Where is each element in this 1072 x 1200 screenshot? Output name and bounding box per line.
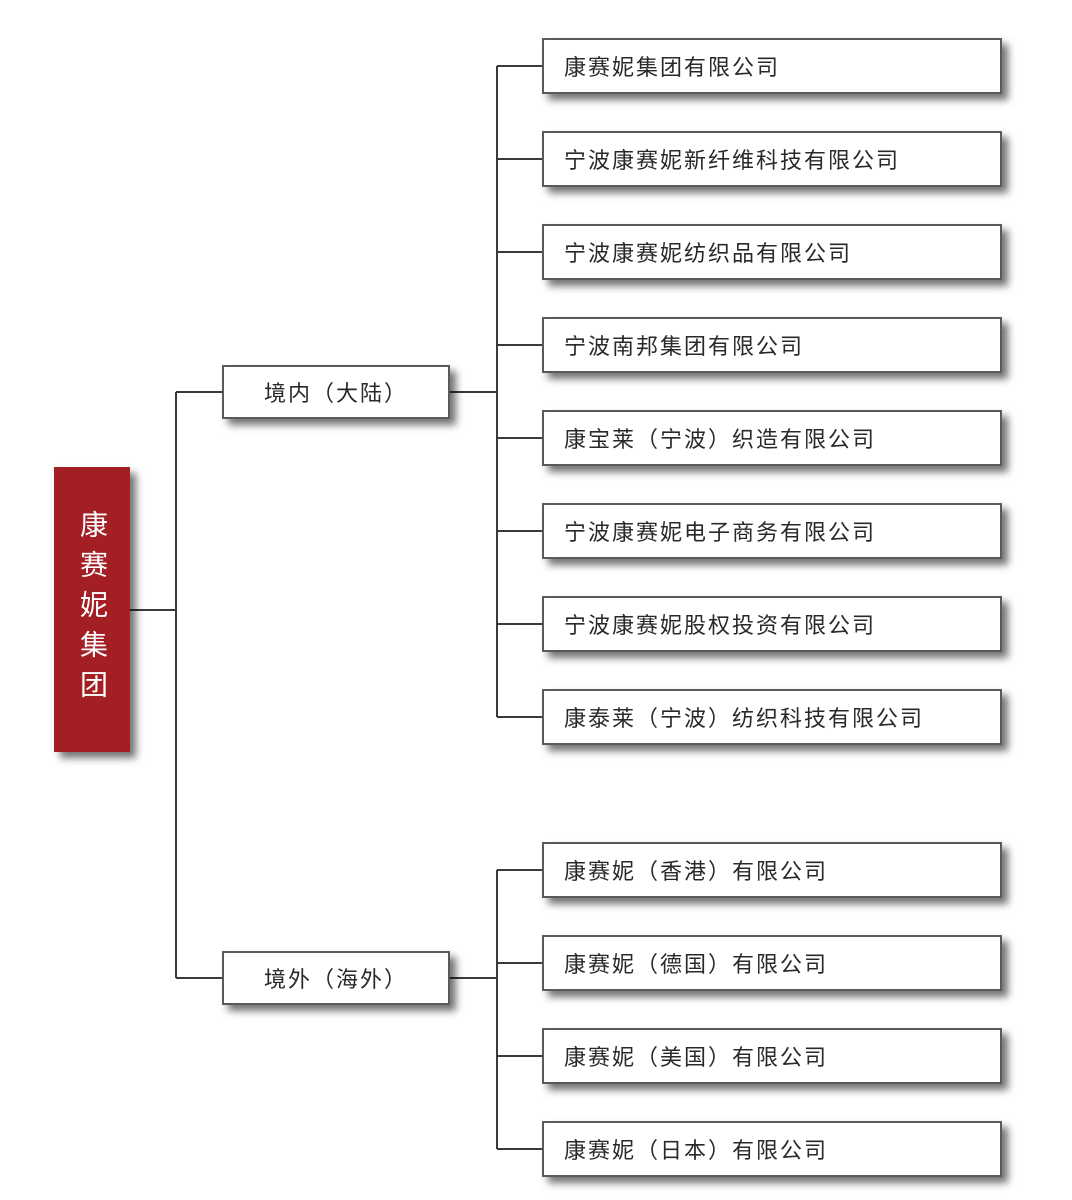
category-node-domestic: 境内（大陆） bbox=[222, 365, 450, 419]
org-chart-canvas: 康赛妮集团 境内（大陆） 康赛妮集团有限公司 宁波康赛妮新纤维科技有限公司 宁波… bbox=[0, 0, 1072, 1200]
leaf-node: 宁波康赛妮纺织品有限公司 bbox=[542, 224, 1002, 280]
leaf-node: 康赛妮集团有限公司 bbox=[542, 38, 1002, 94]
leaf-node: 康泰莱（宁波）纺织科技有限公司 bbox=[542, 689, 1002, 745]
leaf-node: 康赛妮（美国）有限公司 bbox=[542, 1028, 1002, 1084]
leaf-node: 康宝莱（宁波）织造有限公司 bbox=[542, 410, 1002, 466]
leaf-node: 宁波康赛妮新纤维科技有限公司 bbox=[542, 131, 1002, 187]
root-node: 康赛妮集团 bbox=[54, 467, 130, 752]
leaf-node: 宁波康赛妮股权投资有限公司 bbox=[542, 596, 1002, 652]
leaf-node: 宁波康赛妮电子商务有限公司 bbox=[542, 503, 1002, 559]
leaf-node: 宁波南邦集团有限公司 bbox=[542, 317, 1002, 373]
leaf-node: 康赛妮（德国）有限公司 bbox=[542, 935, 1002, 991]
leaf-node: 康赛妮（日本）有限公司 bbox=[542, 1121, 1002, 1177]
leaf-node: 康赛妮（香港）有限公司 bbox=[542, 842, 1002, 898]
category-node-overseas: 境外（海外） bbox=[222, 951, 450, 1005]
